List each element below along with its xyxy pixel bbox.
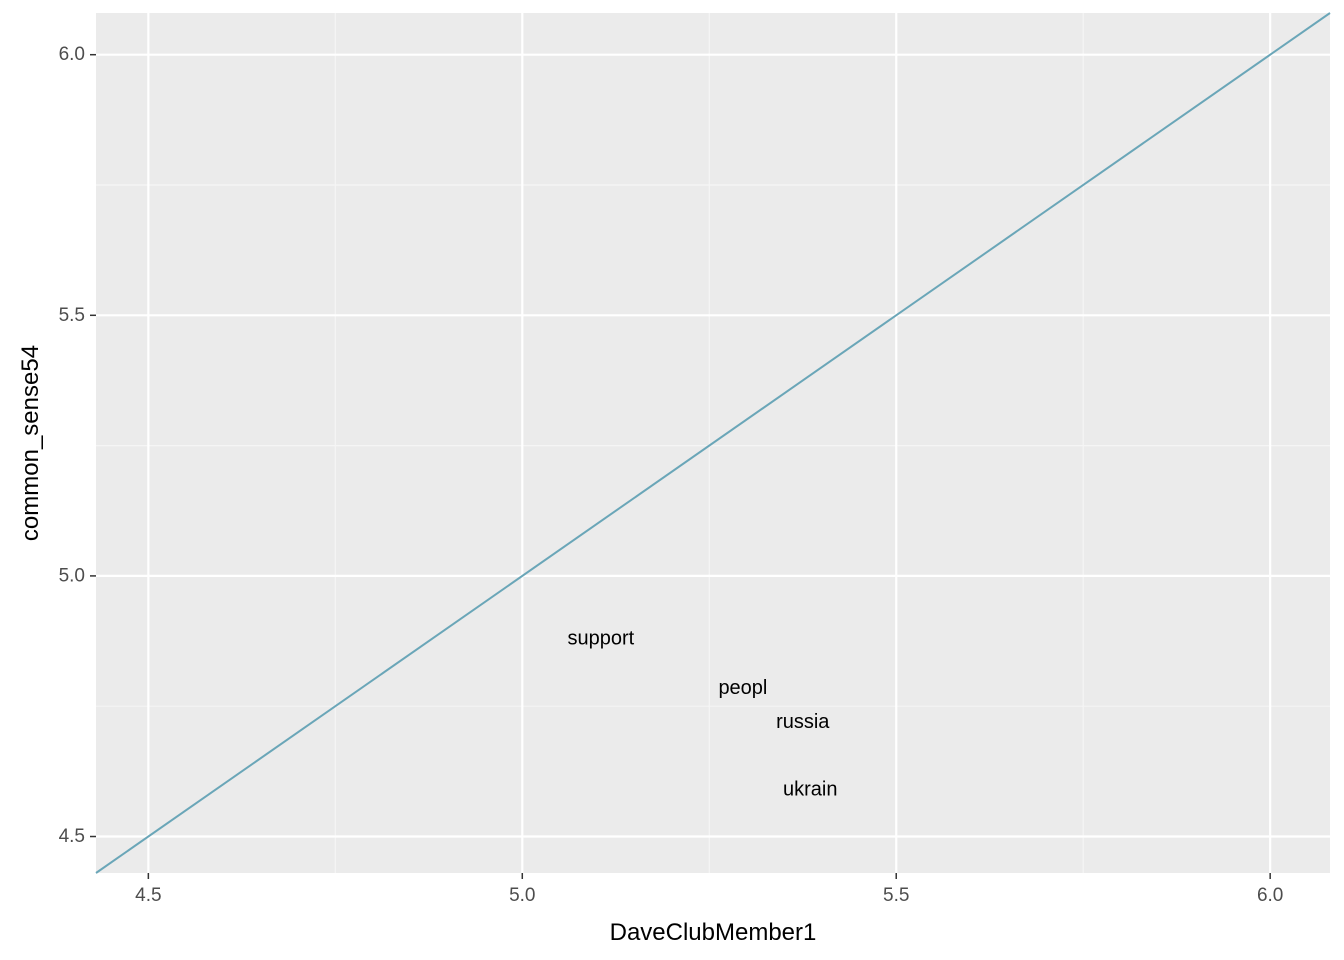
y-axis-ticks: 4.5 5.0 5.5 6.0 bbox=[59, 44, 96, 847]
x-tick-label: 5.5 bbox=[883, 885, 909, 906]
point-labels: support peopl russia ukrain bbox=[567, 627, 837, 800]
major-gridlines bbox=[96, 13, 1330, 873]
minor-gridlines bbox=[96, 13, 1330, 873]
x-axis-ticks: 4.5 5.0 5.5 6.0 bbox=[135, 873, 1283, 906]
y-tick-label: 4.5 bbox=[59, 826, 85, 847]
y-tick-label: 5.5 bbox=[59, 305, 85, 326]
x-tick-label: 4.5 bbox=[135, 885, 161, 906]
point-label-ukrain: ukrain bbox=[783, 779, 837, 801]
point-label-peopl: peopl bbox=[718, 677, 767, 699]
point-label-russia: russia bbox=[776, 711, 830, 733]
y-tick-label: 6.0 bbox=[59, 44, 85, 65]
identity-reference-line bbox=[95, 12, 1331, 874]
x-axis-title: DaveClubMember1 bbox=[610, 919, 817, 946]
y-tick-label: 5.0 bbox=[59, 565, 85, 586]
x-tick-label: 6.0 bbox=[1257, 885, 1283, 906]
y-axis-title: common_sense54 bbox=[17, 345, 44, 541]
x-tick-label: 5.0 bbox=[509, 885, 535, 906]
point-label-support: support bbox=[567, 627, 634, 649]
